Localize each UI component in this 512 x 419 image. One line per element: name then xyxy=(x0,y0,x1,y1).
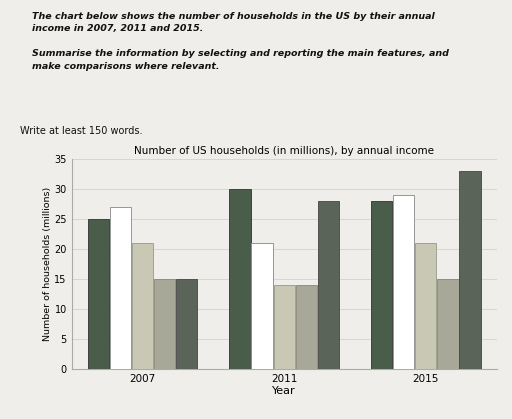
X-axis label: Year: Year xyxy=(272,386,296,396)
Bar xyxy=(110,207,131,369)
Text: The chart below shows the number of households in the US by their annual
income : The chart below shows the number of hous… xyxy=(32,12,449,71)
Bar xyxy=(229,189,250,369)
Text: Write at least 150 words.: Write at least 150 words. xyxy=(20,126,143,136)
Title: Number of US households (in millions), by annual income: Number of US households (in millions), b… xyxy=(134,146,434,156)
Bar xyxy=(318,201,339,369)
Bar xyxy=(437,279,459,369)
Bar xyxy=(154,279,175,369)
Bar xyxy=(415,243,436,369)
Bar xyxy=(273,285,295,369)
Bar xyxy=(176,279,197,369)
Bar xyxy=(88,219,109,369)
Bar xyxy=(459,171,481,369)
Bar xyxy=(251,243,273,369)
Y-axis label: Number of households (millions): Number of households (millions) xyxy=(42,187,52,341)
Bar xyxy=(132,243,153,369)
Bar xyxy=(371,201,392,369)
Bar xyxy=(393,195,414,369)
Bar xyxy=(295,285,317,369)
